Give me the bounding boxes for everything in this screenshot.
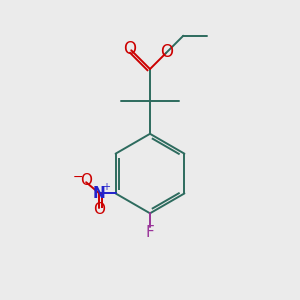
Text: F: F	[146, 225, 154, 240]
Text: N: N	[93, 186, 106, 201]
Text: O: O	[93, 202, 105, 217]
Text: O: O	[80, 173, 92, 188]
Text: −: −	[73, 171, 83, 184]
Text: O: O	[160, 43, 174, 61]
Text: O: O	[123, 40, 136, 58]
Text: +: +	[102, 182, 110, 192]
